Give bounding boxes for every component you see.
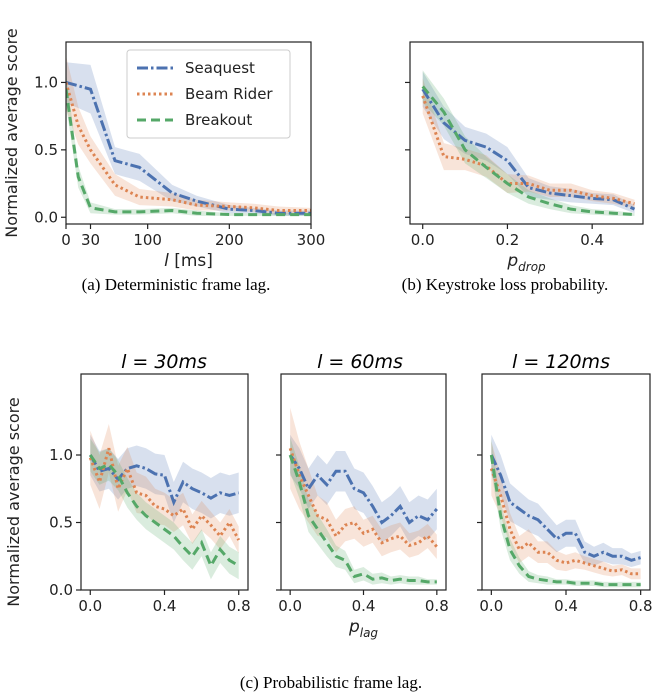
chart-c1: 0.0 0.4 0.8 0.0 0.5 1.0 Normalized average sco… <box>4 373 251 615</box>
band-breakout <box>422 70 635 216</box>
band-seaquest <box>491 434 641 568</box>
legend-label-beamrider: Beam Rider <box>185 85 273 103</box>
x-tick-label: 0.0 <box>78 597 102 615</box>
series-line-beamrider <box>288 447 438 548</box>
series-line-breakout <box>489 454 641 587</box>
series-line-seaquest <box>288 454 438 525</box>
series-line-breakout <box>66 88 311 217</box>
series-line-seaquest <box>88 454 240 507</box>
series-line-seaquest <box>421 88 636 211</box>
panel-title-c2: l = 60ms <box>317 351 403 373</box>
legend: Seaquest Beam Rider Breakout <box>126 49 291 139</box>
series-line-beamrider <box>489 468 641 576</box>
x-tick-label: 0.4 <box>554 597 578 615</box>
x-tick-label: 30 <box>81 231 100 249</box>
plot-area-a <box>66 55 311 217</box>
x-tick-label: 0.8 <box>227 597 251 615</box>
band-beamrider <box>90 423 239 554</box>
axes-frame <box>409 41 644 225</box>
legend-label-seaquest: Seaquest <box>185 59 255 77</box>
panel-title-c1: l = 30ms <box>121 351 207 373</box>
series-line-breakout <box>89 454 240 570</box>
series-line-beamrider <box>66 82 311 213</box>
plot-area-b <box>421 70 636 217</box>
plot-area-c2 <box>288 407 438 585</box>
x-tick-label: 300 <box>297 231 326 249</box>
x-tick-label: 0.4 <box>580 231 604 249</box>
x-tick-label: 100 <box>133 231 162 249</box>
x-tick-label: 0.0 <box>411 231 435 249</box>
y-tick-label: 0.0 <box>34 208 58 226</box>
series-line-breakout <box>288 454 437 584</box>
band-beamrider <box>422 78 635 208</box>
band-seaquest <box>66 62 311 216</box>
legend-box <box>126 49 291 139</box>
series-line-seaquest <box>66 80 311 215</box>
y-axis-label: Normalized average score <box>4 397 23 606</box>
panel-title-c3: l = 120ms <box>512 351 610 373</box>
band-beamrider <box>491 441 641 580</box>
x-tick-label: 0.4 <box>352 597 376 615</box>
x-tick-label: 0.2 <box>496 231 520 249</box>
band-breakout <box>290 437 437 585</box>
caption-a: (a) Deterministic frame lag. <box>82 275 271 294</box>
caption-b: (b) Keystroke loss probability. <box>402 275 609 294</box>
x-tick-label: 0.0 <box>278 597 302 615</box>
series-line-seaquest <box>489 454 642 562</box>
chart-c2: 0.0 0.4 0.8 plag <box>276 373 449 640</box>
x-tick-label: 200 <box>215 231 244 249</box>
band-seaquest <box>290 434 437 543</box>
chart-a: 0 30 100 200 300 0.0 0.5 1.0 l [ms] Normalized av… <box>2 28 325 271</box>
x-tick-label: 0.0 <box>479 597 503 615</box>
series-line-beamrider <box>88 447 241 541</box>
plot-area-c3 <box>489 434 642 588</box>
x-axis-label: pdrop <box>506 251 546 274</box>
series-line-breakout <box>421 85 635 217</box>
plot-area-c1 <box>88 423 241 580</box>
y-tick-label: 1.0 <box>49 446 73 464</box>
x-tick-label: 0 <box>61 231 71 249</box>
x-tick-label: 0.8 <box>425 597 449 615</box>
y-tick-label: 0.5 <box>49 514 73 532</box>
y-tick-label: 0.0 <box>49 581 73 599</box>
legend-label-breakout: Breakout <box>185 111 252 129</box>
y-tick-label: 1.0 <box>34 73 58 91</box>
x-axis-label: plag <box>348 617 378 640</box>
x-tick-label: 0.4 <box>153 597 177 615</box>
x-tick-label: 0.8 <box>629 597 653 615</box>
chart-b: 0.0 0.2 0.4 pdrop <box>405 41 644 274</box>
axes-frame <box>65 41 312 225</box>
x-axis-label: l [ms] <box>164 251 213 271</box>
y-axis-label: Normalized average score <box>2 28 21 237</box>
caption-c: (c) Probabilistic frame lag. <box>240 673 422 692</box>
y-tick-label: 0.5 <box>34 141 58 159</box>
chart-c3: 0.0 0.4 0.8 <box>477 373 653 615</box>
series-line-beamrider <box>421 95 635 206</box>
